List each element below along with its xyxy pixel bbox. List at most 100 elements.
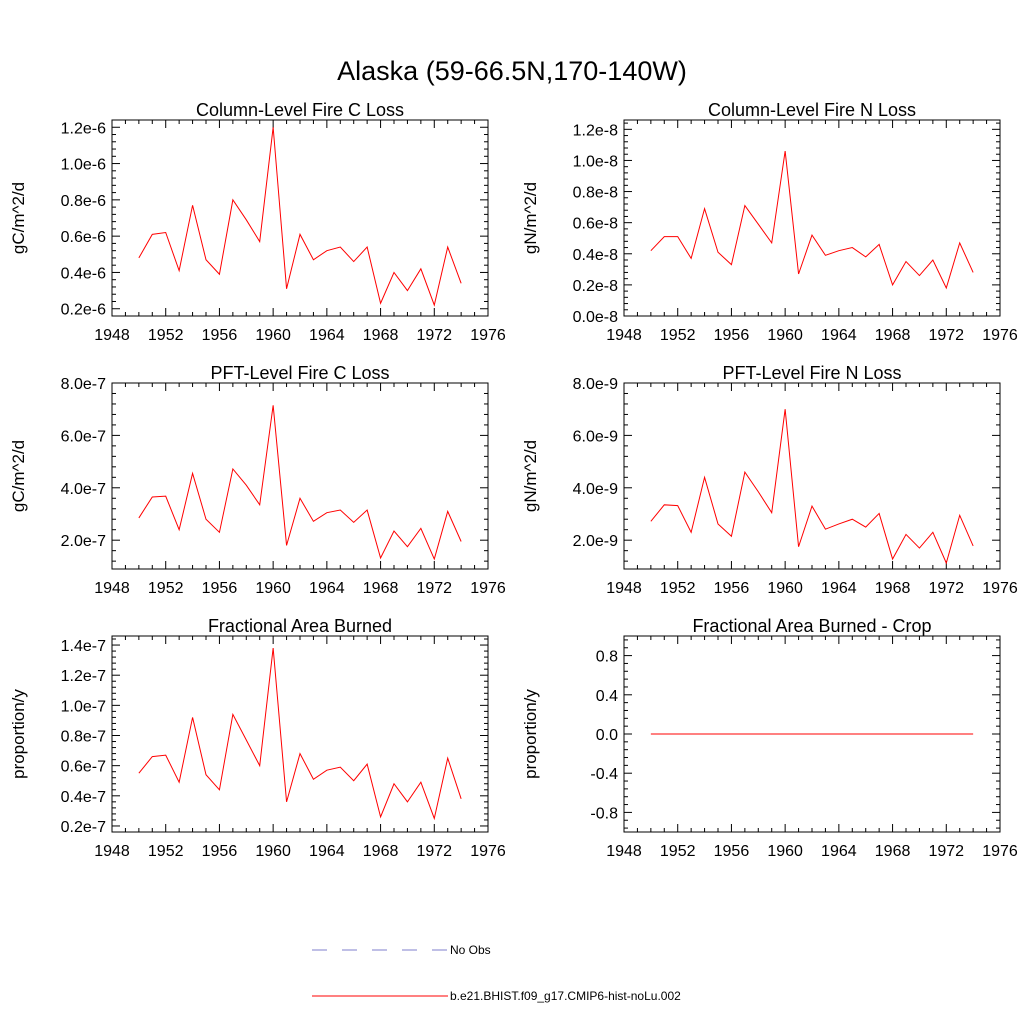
x-tick-label: 1948 (94, 327, 130, 344)
y-tick-label: 0.0e-8 (573, 309, 618, 326)
x-tick-label: 1952 (148, 580, 184, 597)
x-tick-label: 1976 (470, 843, 506, 860)
y-tick-label: 0.6e-8 (573, 216, 618, 233)
x-tick-label: 1960 (255, 327, 291, 344)
legend-model-label: b.e21.BHIST.f09_g17.CMIP6-hist-noLu.002 (450, 989, 681, 1003)
panel-title: Column-Level Fire N Loss (708, 100, 916, 120)
y-tick-label: 0.6e-6 (61, 229, 106, 246)
x-tick-label: 1964 (309, 580, 345, 597)
x-tick-label: 1952 (660, 843, 696, 860)
y-tick-label: 6.0e-7 (61, 428, 106, 445)
x-tick-label: 1976 (982, 327, 1018, 344)
series-line (138, 648, 462, 821)
y-tick-label: 0.0 (596, 727, 618, 744)
x-tick-label: 1976 (470, 327, 506, 344)
y-axis-label: proportion/y (9, 689, 28, 779)
y-axis-label: gC/m^2/d (9, 182, 28, 254)
x-tick-label: 1968 (875, 580, 911, 597)
x-tick-label: 1964 (309, 327, 345, 344)
x-tick-label: 1972 (928, 843, 964, 860)
y-axis-label: proportion/y (521, 689, 540, 779)
x-tick-label: 1976 (982, 580, 1018, 597)
x-tick-label: 1952 (148, 327, 184, 344)
y-tick-label: 0.6e-7 (61, 759, 106, 776)
y-tick-label: 0.4 (596, 688, 618, 705)
x-tick-label: 1972 (416, 327, 452, 344)
y-tick-label: -0.4 (590, 766, 618, 783)
y-tick-label: 1.2e-8 (573, 122, 618, 139)
series-line (650, 151, 974, 290)
y-tick-label: 8.0e-9 (573, 376, 618, 393)
x-tick-label: 1952 (660, 327, 696, 344)
series-line (650, 409, 974, 565)
x-tick-label: 1964 (821, 843, 857, 860)
panel-4: PFT-Level Fire N Loss gN/m^2/d 1948 1952 195… (521, 363, 1018, 597)
y-axis-label: gN/m^2/d (521, 182, 540, 254)
legend: No Obs b.e21.BHIST.f09_g17.CMIP6-hist-no… (312, 943, 681, 1003)
y-tick-label: 1.2e-7 (61, 668, 106, 685)
y-tick-label: 0.4e-8 (573, 247, 618, 264)
y-tick-label: 0.2e-7 (61, 819, 106, 836)
x-tick-label: 1972 (928, 327, 964, 344)
y-tick-label: 1.2e-6 (61, 120, 106, 137)
y-tick-label: 0.8 (596, 649, 618, 666)
y-tick-label: -0.8 (590, 805, 618, 822)
panel-title: PFT-Level Fire N Loss (722, 363, 901, 383)
panel-title: Fractional Area Burned (208, 616, 392, 636)
y-tick-label: 4.0e-7 (61, 481, 106, 498)
x-tick-label: 1972 (416, 580, 452, 597)
x-tick-label: 1948 (606, 580, 642, 597)
figure-title: Alaska (59-66.5N,170-140W) (337, 56, 687, 86)
x-tick-label: 1972 (928, 580, 964, 597)
x-tick-label: 1976 (470, 580, 506, 597)
x-tick-label: 1948 (94, 580, 130, 597)
x-tick-label: 1968 (875, 327, 911, 344)
y-tick-label: 0.8e-7 (61, 729, 106, 746)
y-tick-label: 0.8e-6 (61, 193, 106, 210)
panel-title: PFT-Level Fire C Loss (210, 363, 389, 383)
y-tick-label: 0.4e-7 (61, 789, 106, 806)
y-tick-label: 0.4e-6 (61, 265, 106, 282)
x-tick-label: 1948 (606, 327, 642, 344)
x-tick-label: 1956 (202, 843, 238, 860)
panel-3: PFT-Level Fire C Loss gC/m^2/d 1948 1952 195… (9, 363, 506, 597)
y-axis-label: gN/m^2/d (521, 440, 540, 512)
x-tick-label: 1964 (821, 327, 857, 344)
x-tick-label: 1960 (767, 327, 803, 344)
x-tick-label: 1952 (660, 580, 696, 597)
panel-1: Column-Level Fire C Loss gC/m^2/d 1948 1952… (9, 100, 506, 344)
series-line (138, 405, 462, 561)
panel-title: Column-Level Fire C Loss (196, 100, 404, 120)
y-tick-label: 0.8e-8 (573, 185, 618, 202)
x-tick-label: 1956 (202, 327, 238, 344)
x-tick-label: 1948 (606, 843, 642, 860)
x-tick-label: 1952 (148, 843, 184, 860)
y-tick-label: 0.2e-8 (573, 278, 618, 295)
x-tick-label: 1956 (714, 327, 750, 344)
panels: Column-Level Fire C Loss gC/m^2/d 1948 1952… (9, 100, 1018, 860)
legend-obs-label: No Obs (450, 943, 491, 957)
panel-2: Column-Level Fire N Loss gN/m^2/d 1948 1952… (521, 100, 1018, 344)
panel-5: Fractional Area Burned proportion/y 1948 19… (9, 616, 506, 860)
x-tick-label: 1976 (982, 843, 1018, 860)
x-tick-label: 1948 (94, 843, 130, 860)
panel-6: Fractional Area Burned - Crop proportion/… (521, 616, 1018, 860)
series-line (138, 127, 462, 307)
y-axis-label: gC/m^2/d (9, 440, 28, 512)
x-tick-label: 1960 (767, 843, 803, 860)
y-tick-label: 1.0e-8 (573, 153, 618, 170)
x-tick-label: 1956 (714, 580, 750, 597)
y-tick-label: 1.0e-7 (61, 698, 106, 715)
y-tick-label: 0.2e-6 (61, 302, 106, 319)
panel-title: Fractional Area Burned - Crop (692, 616, 931, 636)
x-tick-label: 1960 (767, 580, 803, 597)
x-tick-label: 1960 (255, 580, 291, 597)
x-tick-label: 1964 (309, 843, 345, 860)
x-tick-label: 1964 (821, 580, 857, 597)
x-tick-label: 1968 (363, 327, 399, 344)
y-tick-label: 1.0e-6 (61, 157, 106, 174)
y-tick-label: 8.0e-7 (61, 376, 106, 393)
x-tick-label: 1960 (255, 843, 291, 860)
y-tick-label: 6.0e-9 (573, 428, 618, 445)
